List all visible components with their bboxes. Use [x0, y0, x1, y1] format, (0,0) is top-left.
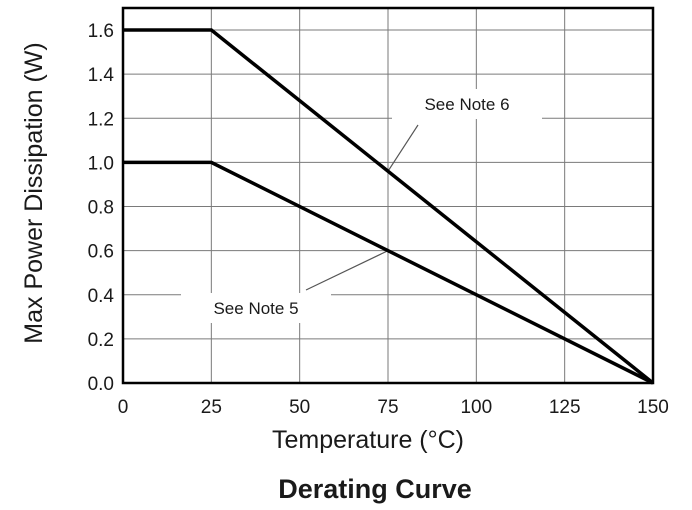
- y-tick-label: 1.6: [88, 21, 114, 42]
- x-axis-title: Temperature (°C): [272, 426, 464, 454]
- y-axis-title: Max Power Dissipation (W): [20, 42, 48, 343]
- note-leader-line: [305, 250, 389, 291]
- y-tick-label: 0.2: [88, 330, 114, 351]
- x-tick-labels: 0 25 50 75 100 125 150: [118, 397, 669, 418]
- x-tick-label: 125: [549, 397, 581, 418]
- x-tick-label: 25: [201, 397, 222, 418]
- note-leader-line: [387, 124, 419, 172]
- y-tick-label: 0.0: [88, 374, 114, 395]
- note-label-background: [392, 89, 542, 119]
- x-tick-label: 0: [118, 397, 129, 418]
- note-label: See Note 5: [213, 299, 298, 318]
- x-tick-label: 100: [460, 397, 492, 418]
- x-tick-label: 75: [377, 397, 398, 418]
- y-tick-label: 1.2: [88, 109, 114, 130]
- y-tick-labels: 0.0 0.2 0.4 0.6 0.8 1.0 1.2 1.4 1.6: [88, 21, 115, 395]
- chart-title: Derating Curve: [278, 474, 472, 504]
- data-series: [123, 28, 655, 385]
- x-tick-label: 50: [289, 397, 310, 418]
- y-tick-label: 0.4: [88, 286, 115, 307]
- note-label-background: [181, 293, 331, 323]
- annotation-label-backgrounds: [181, 89, 542, 323]
- series-line-2: [123, 160, 654, 385]
- y-tick-label: 1.4: [88, 65, 115, 86]
- series-line-1: [123, 28, 655, 385]
- plot-frame: [121, 6, 655, 385]
- y-tick-label: 1.0: [88, 153, 114, 174]
- grid: [123, 8, 653, 383]
- annotations: See Note 6 See Note 5: [213, 95, 509, 318]
- y-tick-label: 0.8: [88, 198, 114, 219]
- annotation-leaders: [305, 124, 419, 291]
- y-tick-label: 0.6: [88, 242, 114, 263]
- note-label: See Note 6: [424, 95, 509, 114]
- x-tick-label: 150: [637, 397, 669, 418]
